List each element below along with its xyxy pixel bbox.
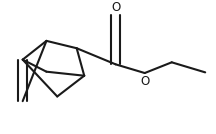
- Text: O: O: [140, 75, 149, 88]
- Text: O: O: [111, 1, 120, 14]
